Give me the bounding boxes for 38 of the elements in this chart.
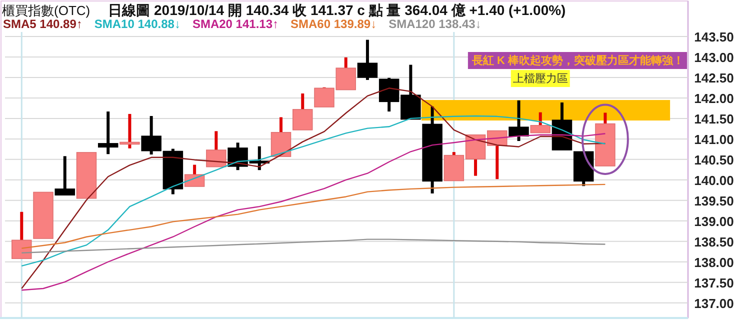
y-tick-label: 141.00 (694, 132, 734, 147)
text: SMA5 140.89↑ (3, 17, 82, 31)
candlestick (530, 112, 551, 134)
text: SMA60 139.89↓ (290, 17, 377, 31)
candlestick (184, 164, 205, 187)
candlestick (141, 116, 162, 155)
y-tick-label: 142.50 (694, 70, 734, 86)
candlestick (98, 111, 118, 154)
candlestick (508, 100, 529, 141)
chart-subtitle: 日線圖 2019/10/14 開 140.34 收 141.37 c 點 量 364.04 億 +1.40 (+1.00%) (108, 2, 566, 18)
y-tick-label: 140.00 (694, 172, 734, 188)
candlestick (33, 192, 54, 239)
y-tick-label: 138.50 (694, 234, 734, 250)
y-tick-label: 137.00 (694, 296, 734, 311)
text: SMA120 138.43↓ (388, 17, 482, 31)
y-tick-label: 142.00 (694, 90, 734, 106)
chart-title: 櫃買指數(OTC) (2, 3, 90, 18)
candlestick (76, 152, 97, 199)
candlestick (206, 131, 226, 168)
candlestick (422, 106, 442, 194)
annotation: 長紅 K 棒吹起攻勢，突破壓力區才能轉強！ (470, 54, 684, 67)
y-tick-label: 141.50 (694, 111, 734, 126)
candlestick (292, 93, 313, 130)
y-tick-label: 140.50 (694, 152, 734, 168)
candlestick (270, 117, 292, 157)
band-label: 上檔壓力區 (512, 72, 568, 86)
candlestick (12, 212, 32, 259)
y-tick-label: 143.00 (694, 50, 734, 65)
y-tick-label: 143.50 (694, 30, 734, 45)
line-series (21, 115, 606, 267)
y-tick-label: 139.00 (694, 214, 734, 229)
text: SMA10 140.88↓ (94, 17, 180, 31)
y-tick-label: 137.50 (694, 275, 734, 290)
y-tick-label: 139.50 (694, 193, 734, 208)
candlestick (595, 112, 616, 166)
candlestick (54, 156, 75, 196)
y-tick-label: 138.00 (694, 254, 734, 270)
text: SMA20 141.13↑ (192, 17, 279, 31)
